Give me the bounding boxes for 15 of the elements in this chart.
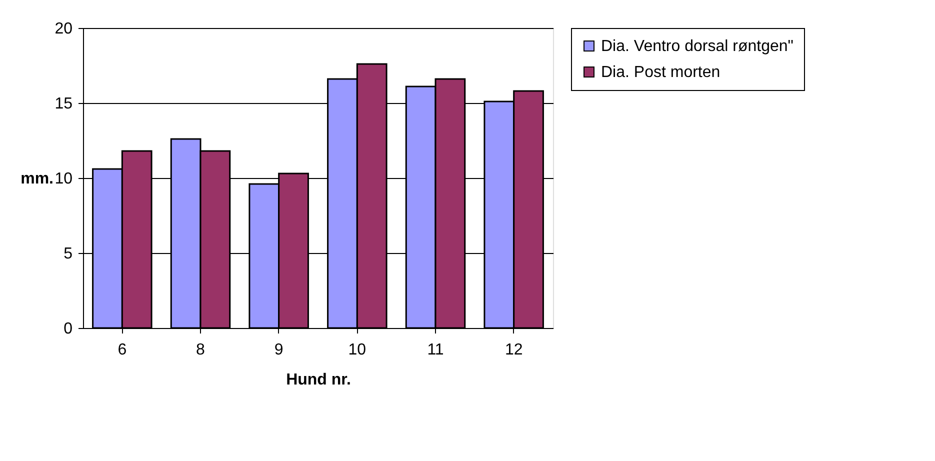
y-axis-title: mm. bbox=[20, 170, 54, 188]
x-tick-label: 11 bbox=[427, 342, 444, 358]
x-tick-label: 8 bbox=[196, 342, 206, 358]
x-tick-label: 9 bbox=[274, 342, 284, 358]
x-axis-title: Hund nr. bbox=[286, 372, 351, 388]
y-tick-label: 5 bbox=[64, 246, 73, 262]
y-tick-label: 0 bbox=[64, 320, 73, 338]
x-tick-label: 6 bbox=[118, 342, 127, 358]
x-tick-label: 12 bbox=[504, 342, 523, 358]
y-tick-label: 10 bbox=[54, 170, 73, 188]
legend-label: Dia. Post morten bbox=[601, 64, 720, 81]
legend-label: Dia. Ventro dorsal røntgen" bbox=[601, 38, 794, 55]
y-tick-label: 20 bbox=[54, 20, 73, 38]
y-tick-label: 15 bbox=[54, 96, 73, 112]
x-tick-label: 10 bbox=[348, 342, 366, 358]
